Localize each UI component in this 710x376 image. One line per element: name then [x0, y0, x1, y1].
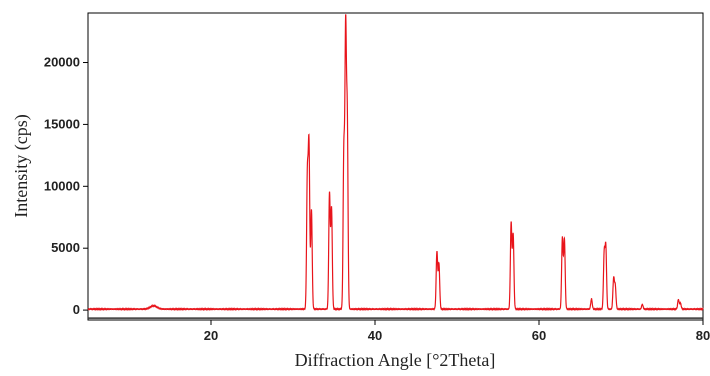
y-tick-label: 10000: [44, 178, 80, 193]
y-tick-label: 0: [73, 302, 80, 317]
x-axis: 20 40 60 80: [204, 320, 710, 343]
y-axis: 0 5000 10000 15000 20000: [44, 55, 88, 317]
x-tick-label: 40: [368, 328, 382, 343]
x-axis-title: Diffraction Angle [°2Theta]: [295, 350, 496, 370]
x-tick-label: 20: [204, 328, 218, 343]
plot-area-frame: [87, 12, 704, 321]
x-tick-label: 60: [532, 328, 546, 343]
y-axis-title: Intensity (cps): [11, 114, 32, 217]
diffraction-pattern-line: [87, 14, 704, 312]
y-tick-label: 20000: [44, 55, 80, 70]
y-tick-label: 15000: [44, 116, 80, 131]
y-tick-label: 5000: [51, 240, 80, 255]
x-tick-label: 80: [696, 328, 710, 343]
